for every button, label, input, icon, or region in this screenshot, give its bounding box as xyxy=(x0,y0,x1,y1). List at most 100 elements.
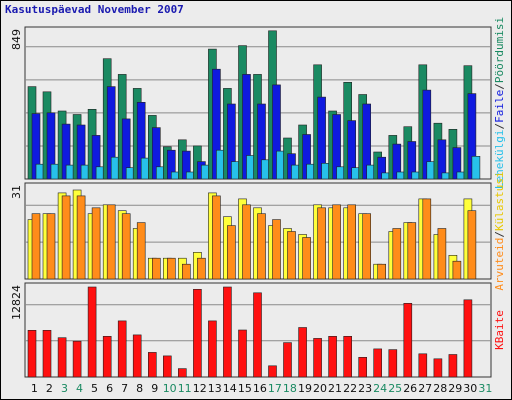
bar-arvuteid-day-20 xyxy=(317,207,326,280)
bar-kbaite-day-7 xyxy=(117,320,127,378)
bar-kbaite-day-10 xyxy=(163,355,172,378)
series-label-külastusi: Külastusi xyxy=(493,171,506,231)
bar-arvuteid-day-10 xyxy=(167,257,176,280)
bar-kbaite-day-28 xyxy=(433,358,443,378)
panel-3-ymax-label: 12824 xyxy=(10,285,23,320)
panel-2-ymax-label: 31 xyxy=(10,185,23,199)
bar-arvuteid-day-11 xyxy=(182,263,191,280)
bar-kbaite-day-12 xyxy=(193,288,202,378)
bar-kbaite-day-29 xyxy=(448,354,458,378)
bar-kbaite-day-5 xyxy=(87,286,97,378)
x-tick-label-day-10: 10 xyxy=(163,382,177,395)
bar-kbaite-day-16 xyxy=(253,292,262,378)
bar-kbaite-day-22 xyxy=(343,335,353,378)
x-tick-label-day-20: 20 xyxy=(313,382,327,395)
bar-kbaite-day-8 xyxy=(132,334,142,378)
x-tick-label-day-29: 29 xyxy=(448,382,462,395)
bar-arvuteid-day-7 xyxy=(121,213,131,280)
x-tick-label-day-31: 31 xyxy=(478,382,492,395)
bar-kbaite-day-30 xyxy=(463,299,473,378)
series-label-separator: / xyxy=(493,83,506,90)
bar-kbaite-day-19 xyxy=(298,327,307,378)
panel-1-series-labels: Lehekülgi/Faile/Pöördumisi xyxy=(493,17,506,189)
bar-arvuteid-day-3 xyxy=(61,195,71,280)
bar-kbaite-day-3 xyxy=(57,337,67,378)
bar-kbaite-day-15 xyxy=(238,329,247,378)
x-tick-label-day-15: 15 xyxy=(238,382,252,395)
bar-arvuteid-day-14 xyxy=(227,225,236,280)
x-tick-label-day-17: 17 xyxy=(268,382,282,395)
bar-lehekülgi-day-27 xyxy=(426,161,436,180)
x-tick-label-day-16: 16 xyxy=(253,382,267,395)
bar-arvuteid-day-24 xyxy=(377,263,387,280)
x-tick-label-day-24: 24 xyxy=(373,382,387,395)
x-tick-label-day-18: 18 xyxy=(283,382,297,395)
bar-arvuteid-day-4 xyxy=(76,195,86,280)
bar-arvuteid-day-16 xyxy=(257,213,266,280)
panel-3-series-labels: KBaite xyxy=(493,310,506,350)
chart-title: Kasutuspäevad November 2007 xyxy=(5,3,184,16)
bar-kbaite-day-13 xyxy=(208,320,217,378)
x-tick-label-day-27: 27 xyxy=(418,382,432,395)
bar-kbaite-day-18 xyxy=(283,342,292,378)
bar-arvuteid-day-13 xyxy=(212,195,221,280)
bar-kbaite-day-23 xyxy=(358,356,368,378)
panel-2-series-labels: Arvuteid/Külastusi xyxy=(493,171,506,290)
x-tick-label-day-21: 21 xyxy=(328,382,342,395)
bar-kbaite-day-20 xyxy=(313,338,322,378)
bar-arvuteid-day-19 xyxy=(302,237,311,280)
bar-arvuteid-day-17 xyxy=(272,219,281,280)
x-tick-label-day-5: 5 xyxy=(91,382,98,395)
bar-arvuteid-day-5 xyxy=(91,207,101,280)
bar-lehekülgi-day-21 xyxy=(336,166,345,180)
bar-kbaite-day-2 xyxy=(42,329,52,378)
series-label-pöördumisi: Pöördumisi xyxy=(493,17,506,83)
x-tick-label-day-19: 19 xyxy=(298,382,312,395)
bar-arvuteid-day-1 xyxy=(31,213,41,280)
x-tick-label-day-3: 3 xyxy=(61,382,68,395)
series-label-arvuteid: Arvuteid xyxy=(493,238,506,291)
bar-arvuteid-day-30 xyxy=(467,210,477,280)
bar-kbaite-day-25 xyxy=(388,349,398,378)
bar-kbaite-day-24 xyxy=(373,348,383,378)
bar-arvuteid-day-26 xyxy=(407,222,417,280)
bar-arvuteid-day-21 xyxy=(332,204,341,280)
series-label-lehekülgi: Lehekülgi xyxy=(493,130,506,190)
bar-arvuteid-day-2 xyxy=(46,213,56,280)
x-tick-label-day-23: 23 xyxy=(358,382,372,395)
bar-kbaite-day-21 xyxy=(328,335,337,378)
bar-arvuteid-day-6 xyxy=(106,204,116,280)
bar-kbaite-day-14 xyxy=(223,286,232,378)
x-tick-label-day-26: 26 xyxy=(403,382,417,395)
bar-arvuteid-day-22 xyxy=(347,204,357,280)
x-tick-label-day-25: 25 xyxy=(388,382,402,395)
bar-kbaite-day-4 xyxy=(72,340,82,378)
bar-kbaite-day-9 xyxy=(148,352,157,378)
x-tick-label-day-2: 2 xyxy=(46,382,53,395)
bar-lehekülgi-day-18 xyxy=(291,164,300,180)
bar-arvuteid-day-18 xyxy=(287,231,296,280)
x-tick-label-day-9: 9 xyxy=(151,382,158,395)
bar-lehekülgi-day-30 xyxy=(471,156,481,180)
x-tick-label-day-13: 13 xyxy=(208,382,222,395)
bar-arvuteid-day-9 xyxy=(152,257,161,280)
x-tick-label-day-6: 6 xyxy=(106,382,113,395)
x-tick-label-day-8: 8 xyxy=(136,382,143,395)
x-tick-label-day-14: 14 xyxy=(223,382,237,395)
x-tick-label-day-7: 7 xyxy=(121,382,128,395)
bar-kbaite-day-1 xyxy=(27,329,37,378)
bar-arvuteid-day-23 xyxy=(362,213,372,280)
bar-kbaite-day-26 xyxy=(403,302,413,378)
bar-lehekülgi-day-14 xyxy=(231,161,240,180)
bar-arvuteid-day-28 xyxy=(437,228,447,280)
bar-arvuteid-day-29 xyxy=(452,260,462,280)
series-label-kbaite: KBaite xyxy=(493,310,506,350)
bar-kbaite-day-11 xyxy=(178,368,187,378)
x-tick-label-day-22: 22 xyxy=(343,382,357,395)
x-tick-label-day-12: 12 xyxy=(193,382,207,395)
bar-arvuteid-day-12 xyxy=(197,257,206,280)
x-tick-label-day-30: 30 xyxy=(463,382,477,395)
bar-arvuteid-day-15 xyxy=(242,204,251,280)
